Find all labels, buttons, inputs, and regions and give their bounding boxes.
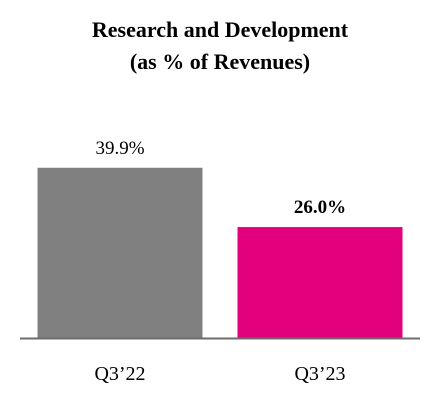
x-tick-label-1: Q3’22 — [94, 363, 145, 385]
bar-1 — [37, 167, 203, 338]
data-label-2: 26.0% — [294, 197, 346, 218]
chart-title: Research and Development — [91, 17, 349, 42]
chart-subtitle: (as % of Revenues) — [129, 49, 311, 74]
bar-2 — [237, 227, 403, 338]
data-label-1: 39.9% — [95, 138, 144, 159]
x-tick-label-2: Q3’23 — [294, 363, 345, 385]
